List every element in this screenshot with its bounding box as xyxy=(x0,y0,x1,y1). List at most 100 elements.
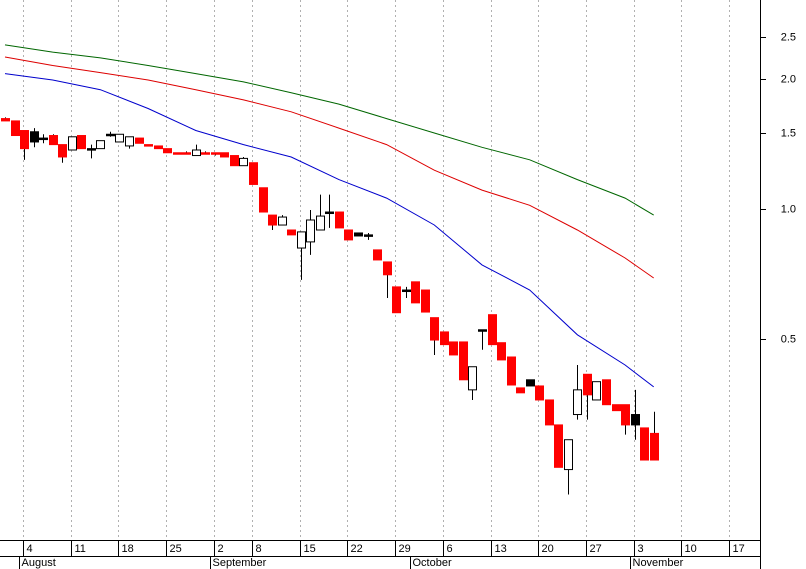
month-label: September xyxy=(213,557,267,569)
x-tick-label: 20 xyxy=(542,543,554,555)
x-tick-label: 11 xyxy=(75,543,86,555)
moving-averages xyxy=(4,44,655,388)
candle-body xyxy=(211,152,220,155)
candle-body xyxy=(239,157,248,167)
x-tick-label: 8 xyxy=(256,543,262,555)
x-tick-label: 13 xyxy=(495,543,507,555)
candle-body xyxy=(278,216,287,226)
candle-body xyxy=(650,432,659,461)
x-tick-label: 15 xyxy=(304,543,316,555)
x-tick-label: 17 xyxy=(733,543,745,555)
candle-body xyxy=(297,231,306,249)
candle-body xyxy=(173,152,182,155)
candle-body xyxy=(144,144,153,147)
x-tick-label: 3 xyxy=(638,543,644,555)
candle-body xyxy=(1,118,10,122)
candle-body xyxy=(564,439,573,471)
candle-body xyxy=(468,366,477,391)
y-tick-label: 2.5 xyxy=(781,31,796,43)
candle-body xyxy=(58,144,67,158)
x-tick-label: 25 xyxy=(170,543,182,555)
x-tick-label: 6 xyxy=(447,543,453,555)
candle-body xyxy=(459,341,468,381)
candle-body xyxy=(192,149,201,157)
y-tick-label: 0.5 xyxy=(781,333,796,345)
grid xyxy=(23,0,730,540)
candle-body xyxy=(230,155,239,167)
candle-body xyxy=(612,404,621,412)
candle-body xyxy=(335,211,344,229)
candle-body xyxy=(497,342,506,361)
x-tick-label: 10 xyxy=(685,543,697,555)
candle-body xyxy=(11,120,20,137)
candle-body xyxy=(201,152,210,155)
candle-body xyxy=(488,314,497,346)
x-tick-label: 29 xyxy=(399,543,411,555)
candle-body xyxy=(287,229,296,236)
candle-body xyxy=(154,145,163,150)
candle-body xyxy=(163,148,172,154)
x-tick-label: 4 xyxy=(27,543,33,555)
moving-average-line xyxy=(4,56,654,279)
candle-body xyxy=(545,399,554,426)
x-tick-label: 22 xyxy=(351,543,363,555)
candle-body xyxy=(554,424,563,468)
candle-body xyxy=(30,131,39,143)
x-tick-label: 27 xyxy=(590,543,602,555)
candle-body xyxy=(373,249,382,261)
candle-body xyxy=(68,136,77,151)
candle-body xyxy=(621,404,630,426)
candle-body xyxy=(421,289,430,313)
candle-body xyxy=(135,137,144,144)
candle-body xyxy=(411,281,420,304)
candle-body xyxy=(49,135,58,146)
candle-body xyxy=(440,331,449,346)
candle-body xyxy=(325,211,334,215)
candle-body xyxy=(535,385,544,401)
candle-body xyxy=(392,286,401,314)
candle-body xyxy=(316,215,325,231)
y-tick-label: 1.5 xyxy=(781,127,796,139)
candle-body xyxy=(96,140,105,150)
candle-body xyxy=(526,379,535,387)
candle-body xyxy=(516,387,525,394)
candle-body xyxy=(449,341,458,356)
candle-body xyxy=(344,229,353,241)
candle-body xyxy=(39,137,48,141)
x-tick-label: 18 xyxy=(122,543,134,555)
candle-body xyxy=(402,289,411,293)
y-tick-label: 2.0 xyxy=(781,73,796,85)
month-label: October xyxy=(413,557,452,569)
candle-body xyxy=(583,373,592,396)
moving-average-line xyxy=(4,44,654,216)
candle-body xyxy=(640,427,649,461)
candle-body xyxy=(20,130,29,150)
candle-body xyxy=(115,133,124,143)
candle-body xyxy=(77,135,86,150)
candle-body xyxy=(383,261,392,276)
candles xyxy=(1,117,659,495)
candle-body xyxy=(259,187,268,213)
y-tick-label: 1.0 xyxy=(781,203,796,215)
candle-body xyxy=(106,133,115,137)
candle-body xyxy=(306,219,315,243)
x-tick-label: 2 xyxy=(218,543,224,555)
month-label: November xyxy=(633,557,684,569)
candle-body xyxy=(573,389,582,416)
candle-body xyxy=(182,152,191,155)
candle-body xyxy=(125,136,134,147)
candle-body xyxy=(268,214,277,226)
candle-body xyxy=(220,152,229,158)
candle-body xyxy=(602,379,611,406)
candle-body xyxy=(87,148,96,151)
candle-body xyxy=(507,356,516,386)
month-label: August xyxy=(22,557,56,569)
candle-body xyxy=(478,329,487,332)
candle-body xyxy=(364,234,373,237)
candle-body xyxy=(592,381,601,401)
candle-body xyxy=(430,317,439,341)
moving-average-line xyxy=(4,73,655,388)
